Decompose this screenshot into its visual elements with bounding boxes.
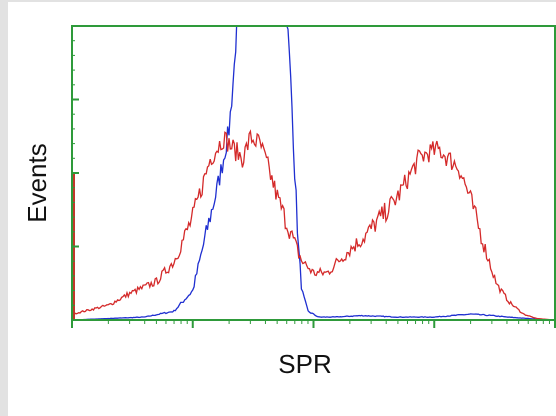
series-line-1 [72, 26, 555, 320]
y-axis-label: Events [22, 143, 52, 223]
histogram-chart: Events SPR [22, 25, 556, 379]
x-axis-label: SPR [278, 349, 331, 379]
series-line-2 [72, 129, 555, 320]
chart-panel: Events SPR [8, 2, 556, 416]
x-axis-ticks [71, 320, 556, 328]
series-layer [72, 26, 555, 320]
plot-frame [71, 25, 556, 321]
y-axis-ticks [72, 25, 79, 321]
